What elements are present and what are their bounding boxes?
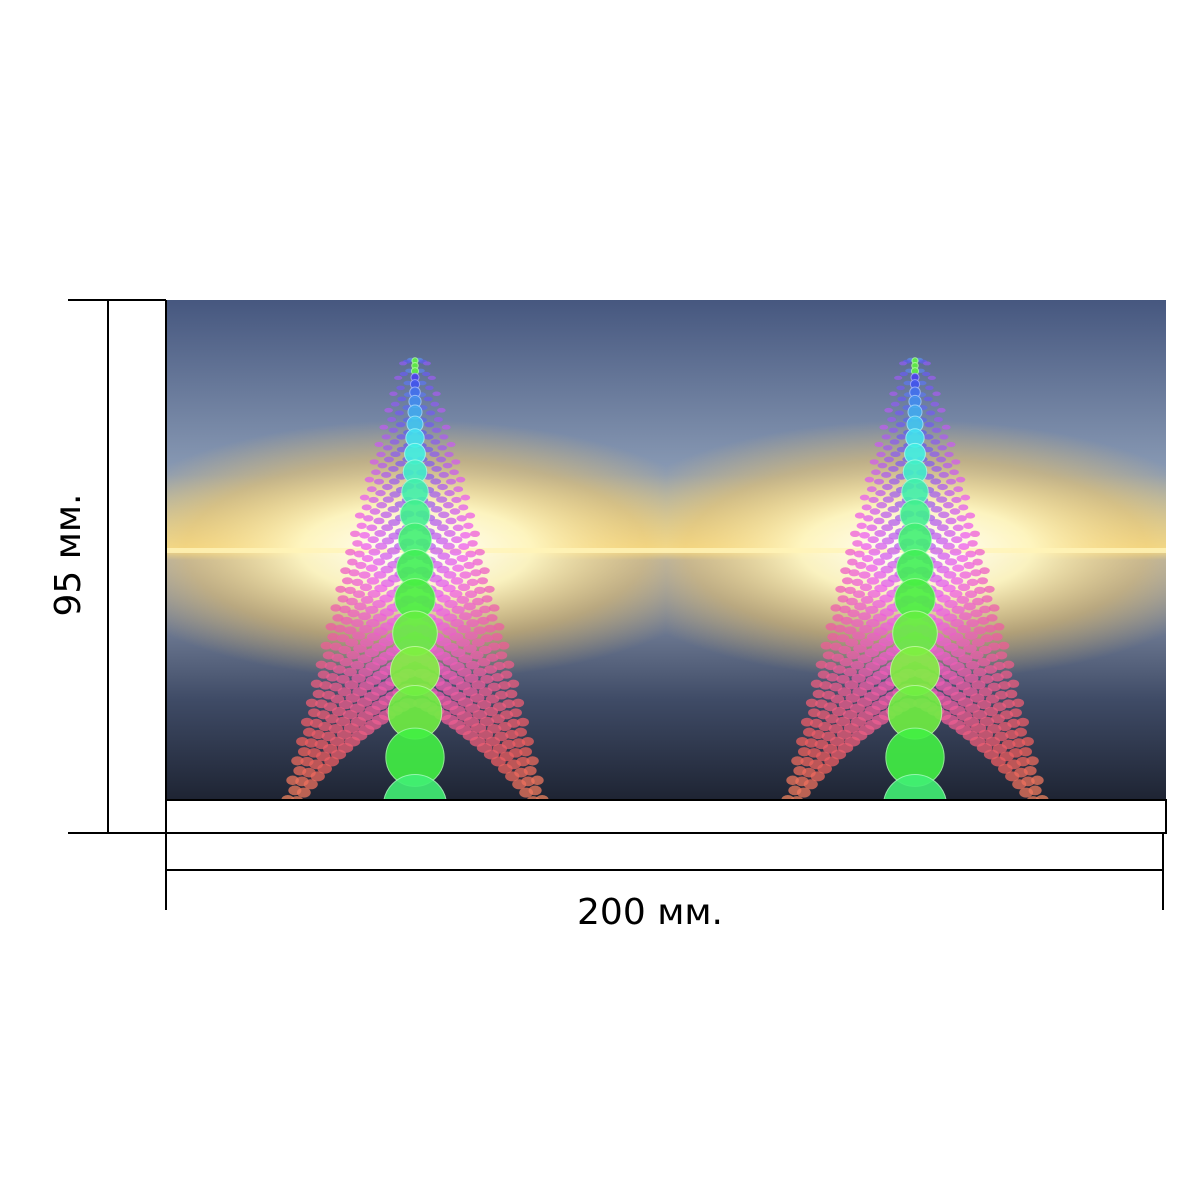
border-strip [165, 799, 1167, 834]
image-panel-right [586, 300, 1200, 953]
width-label: 200 мм. [577, 892, 723, 933]
height-label: 95 мм. [48, 493, 89, 616]
image-panel-left [86, 300, 746, 953]
